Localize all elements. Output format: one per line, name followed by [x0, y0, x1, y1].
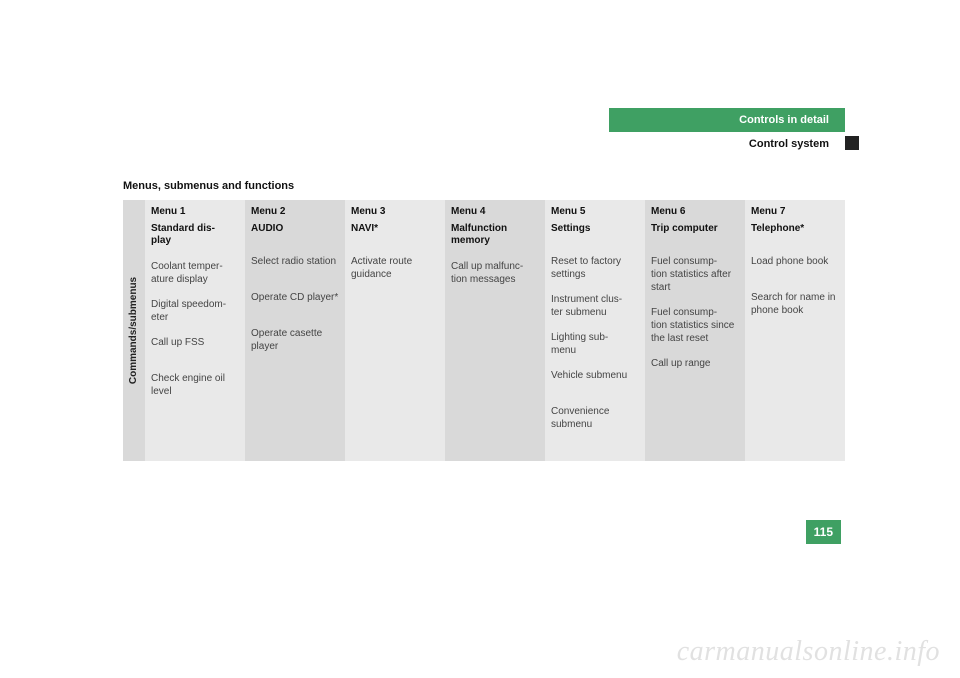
columns-container: Menu 1Standard dis-playCoolant temper-at… [145, 200, 846, 461]
command-cell: Check engine oil level [145, 368, 245, 406]
menu-title: Malfunction memory [445, 223, 545, 256]
command-cell [445, 294, 545, 330]
command-cell [745, 325, 845, 361]
menu-title: Trip computer [645, 223, 745, 251]
menu-column: Menu 7Telephone*Load phone bookSearch fo… [745, 200, 845, 461]
command-cell [745, 361, 845, 397]
command-cell: Lighting sub-menu [545, 327, 645, 365]
menu-column: Menu 4Malfunction memoryCall up malfunc-… [445, 200, 545, 461]
command-cell: Fuel consump-tion statistics since the l… [645, 302, 745, 353]
menu-column: Menu 3NAVI*Activate route guidance [345, 200, 445, 461]
menu-number: Menu 6 [645, 200, 745, 223]
command-cell [145, 406, 245, 442]
command-cell: Call up range [645, 353, 745, 389]
menu-number: Menu 3 [345, 200, 445, 223]
command-cell: Vehicle submenu [545, 365, 645, 401]
command-cell: Load phone book [745, 251, 845, 287]
watermark: carmanualsonline.info [657, 626, 960, 678]
header-block: Controls in detail Control system [609, 108, 845, 154]
command-cell [245, 361, 345, 397]
menu-number: Menu 5 [545, 200, 645, 223]
menu-title: Settings [545, 223, 645, 251]
command-cell [445, 366, 545, 402]
menu-column: Menu 5SettingsReset to factory settingsI… [545, 200, 645, 461]
menu-number: Menu 1 [145, 200, 245, 223]
command-cell: Call up malfunc-tion messages [445, 256, 545, 294]
command-cell: Operate CD player* [245, 287, 345, 323]
menu-table: Commands/submenus Menu 1Standard dis-pla… [123, 200, 846, 461]
menu-title: NAVI* [345, 223, 445, 251]
command-cell: Convenience submenu [545, 401, 645, 439]
command-cell: Fuel consump-tion statistics after start [645, 251, 745, 302]
side-label: Commands/submenus [129, 277, 140, 384]
command-cell [345, 397, 445, 433]
command-cell: Reset to factory settings [545, 251, 645, 289]
menu-column: Menu 1Standard dis-playCoolant temper-at… [145, 200, 245, 461]
menu-column: Menu 6Trip computerFuel consump-tion sta… [645, 200, 745, 461]
menu-number: Menu 4 [445, 200, 545, 223]
page-number: 115 [806, 520, 841, 544]
side-label-col: Commands/submenus [123, 200, 145, 461]
command-cell: Instrument clus-ter submenu [545, 289, 645, 327]
section-label: Control system [609, 132, 845, 154]
command-cell: Call up FSS [145, 332, 245, 368]
command-cell [345, 361, 445, 397]
menu-column: Menu 2AUDIOSelect radio stationOperate C… [245, 200, 345, 461]
command-cell [645, 425, 745, 461]
command-cell [445, 402, 545, 438]
command-cell [245, 397, 345, 433]
menu-number: Menu 2 [245, 200, 345, 223]
command-cell [745, 397, 845, 433]
command-cell [345, 325, 445, 361]
menu-title: Standard dis-play [145, 223, 245, 256]
section-text: Control system [749, 138, 829, 150]
command-cell: Select radio station [245, 251, 345, 287]
command-cell: Search for name in phone book [745, 287, 845, 325]
command-cell: Operate casette player [245, 323, 345, 361]
menu-title: Telephone* [745, 223, 845, 251]
command-cell [645, 389, 745, 425]
command-cell: Activate route guidance [345, 251, 445, 289]
command-cell: Digital speedom-eter [145, 294, 245, 332]
menu-number: Menu 7 [745, 200, 845, 223]
section-marker-icon [845, 136, 859, 150]
command-cell [445, 330, 545, 366]
command-cell [345, 289, 445, 325]
chapter-tab: Controls in detail [609, 108, 845, 132]
command-cell: Coolant temper-ature display [145, 256, 245, 294]
page-title: Menus, submenus and functions [123, 180, 294, 192]
menu-title: AUDIO [245, 223, 345, 251]
